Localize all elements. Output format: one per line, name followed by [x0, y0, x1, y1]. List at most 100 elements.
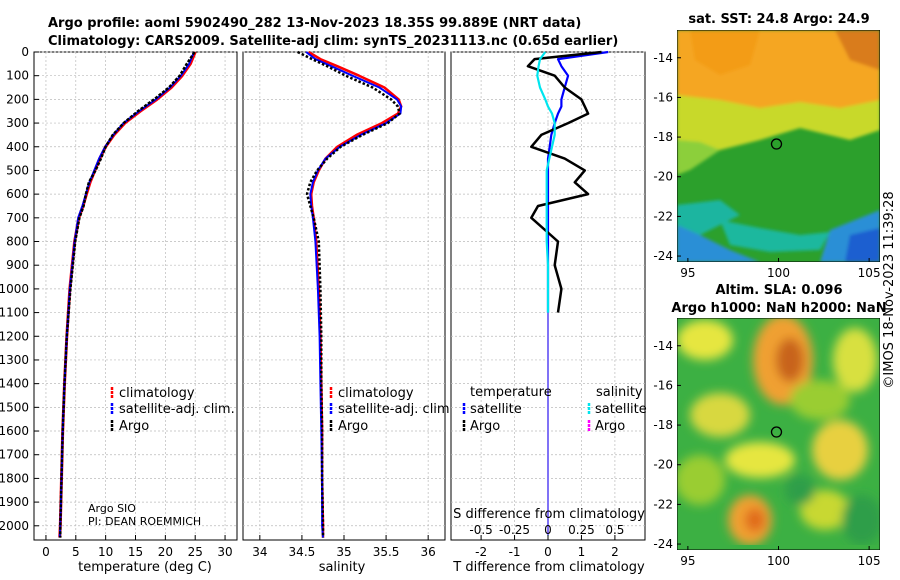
temperature-legend: climatology satellite-adj. clim. Argo [110, 386, 235, 434]
y-tick-label: 500 [6, 163, 29, 177]
map-y-tick-label: -20 [653, 170, 673, 184]
s-tick-label: 0.25 [568, 523, 595, 537]
x-tick-label: 34 [252, 545, 267, 559]
y-tick-label: 1900 [0, 495, 29, 509]
sla-map-title-line1: Altim. SLA: 0.096 [716, 283, 843, 298]
y-tick-label: 800 [6, 235, 29, 249]
map-x-tick-label: 95 [680, 554, 695, 568]
map-y-tick-label: -18 [653, 418, 673, 432]
figure-title-line1: Argo profile: aoml 5902490_282 13-Nov-20… [48, 16, 581, 31]
salinity-panel: 34 34.5 35 35.5 36 salinity climatology sate… [242, 50, 454, 575]
y-tick-label: 200 [6, 92, 29, 106]
x-tick-label: 35 [336, 545, 351, 559]
diff-legend-temp-header: temperature [470, 385, 552, 400]
sal-legend-argo-label: Argo [338, 419, 368, 434]
map-y-tick-label: -18 [653, 130, 673, 144]
x-tick-label: -1 [509, 545, 521, 559]
map-y-tick-label: -24 [653, 249, 673, 263]
difference-panel: -2 -1 0 1 2 -0.5 -0.25 0 0.25 0.5 T difference fr… [450, 50, 647, 575]
temperature-panel: 0 5 10 15 20 25 30 0 100 200 300 400 500 600 700 800 90… [0, 45, 238, 575]
temperature-xlabel: temperature (deg C) [78, 560, 212, 575]
x-tick-label: 30 [217, 545, 232, 559]
map-x-tick-label: 105 [858, 554, 881, 568]
diff-legend-sal-header: salinity [596, 385, 643, 400]
diff-legend-ssat-label: satellite [595, 402, 647, 417]
sst-map-title: sat. SST: 24.8 Argo: 24.9 [688, 12, 869, 27]
y-tick-label: 100 [6, 69, 29, 83]
x-tick-label: 34.5 [289, 545, 316, 559]
y-tick-label: 1800 [0, 471, 29, 485]
map-x-tick-label: 95 [680, 266, 695, 280]
x-tick-label: -2 [475, 545, 487, 559]
difference-legend: temperature salinity satellite Argo sate… [462, 385, 647, 434]
map-y-tick-label: -22 [653, 209, 673, 223]
map-y-tick-label: -16 [653, 378, 673, 392]
y-tick-label: 1300 [0, 353, 29, 367]
map-y-tick-label: -14 [653, 51, 673, 65]
argo-institution: Argo SIO [88, 502, 136, 515]
series-line-s-satellite [536, 51, 556, 313]
y-tick-label: 1700 [0, 448, 29, 462]
sla-map-title-line2: Argo h1000: NaN h2000: NaN [671, 301, 886, 316]
y-tick-label: 600 [6, 187, 29, 201]
series-line-t-argo [526, 50, 602, 313]
series-line-argo [297, 50, 401, 538]
y-tick-label: 400 [6, 140, 29, 154]
s-tick-label: 0 [544, 523, 552, 537]
y-tick-label: 0 [21, 45, 29, 59]
figure-title-line2: Climatology: CARS2009. Satellite-adj cli… [48, 34, 618, 49]
x-tick-label: 36 [421, 545, 436, 559]
sla-map-panel: Altim. SLA: 0.096 Argo h1000: NaN h2000:… [653, 283, 886, 568]
sst-map-image [677, 30, 880, 262]
y-tick-label: 1600 [0, 424, 29, 438]
map-y-tick-label: -24 [653, 537, 673, 551]
y-tick-label: 1500 [0, 400, 29, 414]
x-tick-label: 15 [128, 545, 143, 559]
series-line-argo [59, 51, 196, 538]
sla-map-image [677, 318, 880, 550]
y-tick-label: 1200 [0, 329, 29, 343]
sst-float-marker [770, 138, 783, 150]
y-tick-label: 700 [6, 211, 29, 225]
map-x-tick-label: 100 [767, 554, 790, 568]
sal-legend-climatology-label: climatology [338, 386, 414, 401]
sal-legend-satellite-label: satellite-adj. clim. [338, 402, 454, 417]
x-tick-label: 35.5 [373, 545, 400, 559]
legend-climatology-label: climatology [119, 386, 195, 401]
y-tick-label: 300 [6, 116, 29, 130]
legend-satellite-label: satellite-adj. clim. [119, 402, 235, 417]
sla-float-marker [770, 426, 783, 438]
x-tick-label: 1 [578, 545, 586, 559]
y-tick-label: 900 [6, 258, 29, 272]
diff-legend-tsat-label: satellite [470, 402, 522, 417]
map-x-tick-label: 100 [767, 266, 790, 280]
difference-top-label: S difference from climatology [453, 507, 645, 522]
diff-legend-targo-label: Argo [470, 419, 500, 434]
imos-timestamp-label: ©IMOS 18-Nov-2023 11:39:28 [882, 191, 897, 388]
map-x-tick-label: 105 [858, 266, 881, 280]
x-tick-label: 0 [544, 545, 552, 559]
map-y-tick-label: -22 [653, 497, 673, 511]
y-tick-label: 2000 [0, 519, 29, 533]
y-tick-label: 1400 [0, 377, 29, 391]
argo-pi: PI: DEAN ROEMMICH [88, 515, 201, 528]
s-tick-label: -0.25 [499, 523, 530, 537]
y-tick-label: 1100 [0, 306, 29, 320]
s-tick-label: -0.5 [469, 523, 492, 537]
map-y-tick-label: -16 [653, 90, 673, 104]
x-tick-label: 20 [158, 545, 173, 559]
y-tick-label: 1000 [0, 282, 29, 296]
sst-map-panel: sat. SST: 24.8 Argo: 24.9 95 100 105 -14 -16… [653, 12, 880, 280]
diff-legend-sargo-label: Argo [595, 419, 625, 434]
salinity-legend: climatology satellite-adj. clim. Argo [329, 386, 454, 434]
x-tick-label: 25 [188, 545, 203, 559]
legend-argo-label: Argo [119, 419, 149, 434]
map-y-tick-label: -20 [653, 458, 673, 472]
x-tick-label: 10 [98, 545, 113, 559]
x-tick-label: 0 [42, 545, 50, 559]
salinity-xlabel: salinity [319, 560, 366, 575]
x-tick-label: 5 [72, 545, 80, 559]
map-y-tick-label: -14 [653, 339, 673, 353]
s-tick-label: 0.5 [605, 523, 624, 537]
